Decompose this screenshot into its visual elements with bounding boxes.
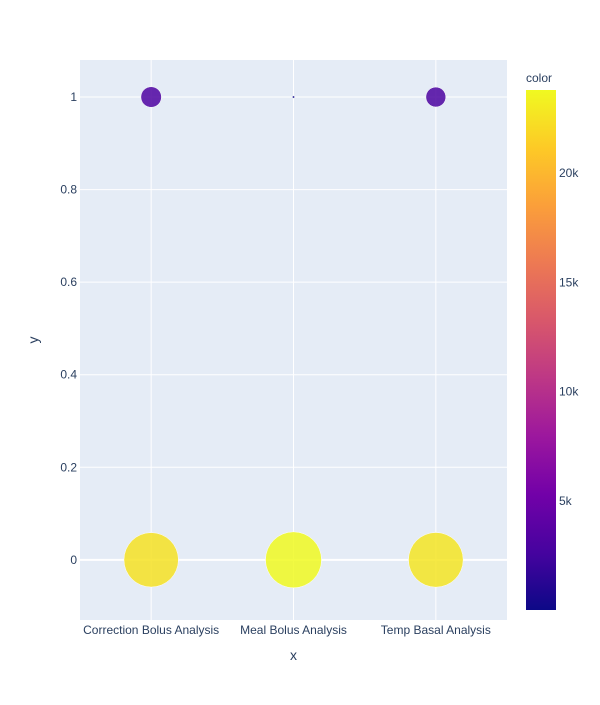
colorbar-tick-label: 5k <box>559 494 573 508</box>
data-point <box>292 95 295 99</box>
x-tick-label: Correction Bolus Analysis <box>83 623 219 637</box>
x-tick-label: Meal Bolus Analysis <box>240 623 347 637</box>
axes-layer: 0 0.2 0.4 0.6 0.8 1 Correction Bolus Analysis M… <box>25 90 491 663</box>
colorbar-scale <box>526 90 556 610</box>
y-tick-label: 0.8 <box>60 183 77 197</box>
data-point <box>265 531 322 589</box>
plot-area <box>80 60 507 620</box>
data-point <box>425 86 447 108</box>
y-tick-label: 0.2 <box>60 460 77 474</box>
x-tick-label: Temp Basal Analysis <box>381 623 491 637</box>
data-point <box>140 86 162 108</box>
colorbar-title: color <box>526 71 552 85</box>
data-point <box>123 532 179 588</box>
colorbar-tick-label: 15k <box>559 275 579 289</box>
data-point <box>408 532 464 588</box>
y-tick-label: 1 <box>70 90 77 104</box>
y-tick-label: 0 <box>70 553 77 567</box>
y-axis-title: y <box>25 337 41 344</box>
colorbar-tick-label: 20k <box>559 166 579 180</box>
colorbar: color 5k 10k 15k 20k <box>526 71 579 610</box>
colorbar-tick-label: 10k <box>559 385 579 399</box>
points-layer <box>123 86 464 589</box>
x-axis-title: x <box>290 647 297 663</box>
y-tick-label: 0.4 <box>60 368 77 382</box>
y-tick-label: 0.6 <box>60 275 77 289</box>
